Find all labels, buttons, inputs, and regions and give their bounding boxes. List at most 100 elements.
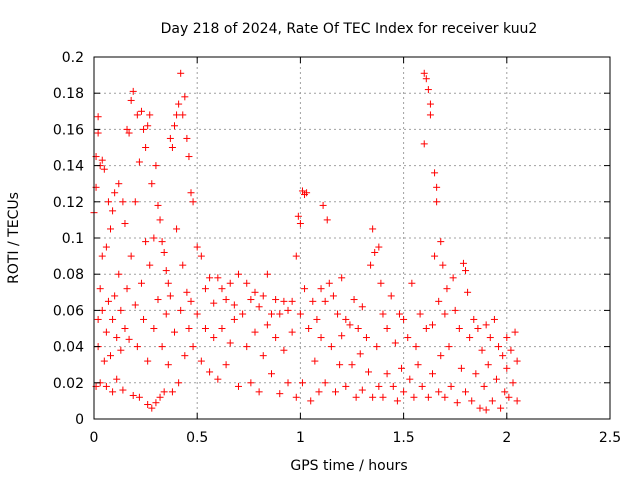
data-point (362, 334, 370, 342)
data-point (173, 111, 181, 119)
data-point (142, 238, 150, 246)
data-point (100, 165, 108, 173)
data-point (113, 375, 121, 383)
data-point (325, 279, 333, 287)
data-point (294, 212, 302, 220)
data-point (476, 404, 484, 412)
data-point (298, 187, 306, 195)
data-point (433, 198, 441, 206)
data-point (137, 107, 145, 115)
data-point (183, 134, 191, 142)
data-point (416, 310, 424, 318)
data-point (117, 306, 125, 314)
data-point (94, 129, 102, 137)
data-point (148, 404, 156, 412)
data-point (193, 310, 201, 318)
data-point (342, 382, 350, 390)
data-point (276, 390, 284, 398)
data-point (398, 364, 406, 372)
data-point (480, 382, 488, 390)
data-point (377, 279, 385, 287)
data-point (383, 370, 391, 378)
data-point (358, 386, 366, 394)
data-point (102, 243, 110, 251)
data-point (449, 274, 457, 282)
data-point (383, 325, 391, 332)
data-point (292, 393, 300, 401)
data-point (109, 388, 117, 396)
data-point (441, 310, 449, 318)
data-point (457, 364, 465, 372)
data-point (144, 122, 152, 130)
data-point (375, 382, 383, 390)
data-point (309, 297, 317, 305)
x-tick-label: 0.5 (186, 430, 208, 446)
data-point (239, 310, 247, 318)
data-point (179, 261, 187, 269)
data-point (509, 379, 517, 387)
data-point (492, 375, 500, 383)
data-point (206, 274, 214, 282)
data-point (158, 343, 166, 351)
data-point (222, 361, 230, 369)
data-point (296, 220, 304, 228)
data-point (133, 111, 141, 119)
data-point (109, 315, 117, 323)
data-point (168, 144, 176, 151)
data-point (484, 361, 492, 369)
data-point (474, 325, 482, 332)
data-point (140, 125, 148, 133)
data-point (468, 397, 476, 405)
y-tick-label: 0.04 (53, 340, 84, 356)
data-point (358, 303, 366, 311)
data-point (288, 297, 296, 305)
data-point (365, 368, 373, 376)
data-point (334, 310, 342, 318)
data-point (177, 69, 185, 77)
data-point (113, 334, 121, 342)
data-point (346, 321, 354, 329)
data-point (513, 397, 521, 405)
data-point (400, 315, 408, 323)
data-point (439, 261, 447, 269)
data-point (428, 321, 436, 329)
data-point (369, 393, 377, 401)
data-point (164, 361, 172, 369)
data-point (125, 129, 133, 137)
data-point (284, 379, 292, 387)
data-point (111, 292, 119, 300)
data-point (160, 388, 168, 396)
data-point (127, 252, 135, 260)
data-point (123, 285, 131, 293)
data-point (272, 334, 280, 342)
data-point (226, 339, 234, 347)
data-point (98, 252, 106, 260)
data-point (371, 248, 379, 256)
data-point (495, 343, 503, 351)
data-point (100, 357, 108, 365)
data-point (263, 321, 271, 329)
data-point (268, 310, 276, 318)
data-point (426, 100, 434, 108)
x-tick-label: 2 (502, 430, 511, 446)
data-point (313, 315, 321, 323)
data-point (478, 346, 486, 354)
data-point (414, 361, 422, 369)
data-point (148, 180, 156, 188)
data-point (268, 370, 276, 378)
data-point (144, 357, 152, 365)
y-tick-label: 0.02 (53, 376, 84, 392)
data-point (391, 339, 399, 347)
data-point (168, 388, 176, 396)
data-point (183, 288, 191, 296)
x-tick-label: 2.5 (599, 430, 621, 446)
data-point (185, 325, 193, 332)
data-point (177, 306, 185, 314)
data-point (424, 393, 432, 401)
data-point (486, 334, 494, 342)
data-point (301, 285, 309, 293)
data-point (104, 198, 112, 206)
data-point (296, 310, 304, 318)
data-point (327, 343, 335, 351)
